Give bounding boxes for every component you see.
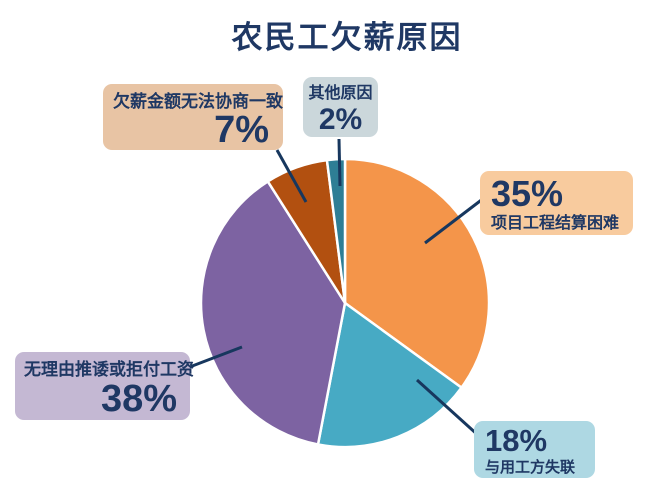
callout-percentage: 35% bbox=[491, 173, 564, 214]
callout-label: 项目工程结算困难 bbox=[491, 215, 620, 232]
leader-line-38 bbox=[186, 345, 243, 370]
leader-line-18 bbox=[415, 378, 481, 438]
callout-wage-amount-negotiation: 欠薪金额无法协商一致 7% bbox=[103, 84, 283, 150]
pie-slice-18 bbox=[316, 301, 463, 449]
callout-label: 其他原因 bbox=[308, 85, 373, 102]
callout-lost-contact-with-employer: 18% 与用工方失联 bbox=[474, 421, 595, 478]
leader-lines-group bbox=[186, 138, 485, 438]
callout-other-reasons: 其他原因 2% bbox=[303, 77, 378, 137]
pie-slice-35 bbox=[343, 157, 491, 389]
pie-slices-group bbox=[199, 157, 491, 449]
callout-percentage: 38% bbox=[100, 378, 177, 420]
callout-percentage: 2% bbox=[318, 103, 363, 136]
leader-line-7 bbox=[275, 149, 308, 203]
callout-percentage: 18% bbox=[485, 423, 548, 458]
callout-label: 欠薪金额无法协商一致 bbox=[113, 92, 283, 111]
leader-line-2 bbox=[337, 138, 342, 187]
callout-label: 与用工方失联 bbox=[485, 459, 576, 476]
callout-refusal-to-pay-wages: 无理由推诿或拒付工资 38% bbox=[15, 352, 194, 420]
callout-label: 无理由推诿或拒付工资 bbox=[24, 360, 194, 379]
chart-title: 农民工欠薪原因 bbox=[231, 20, 463, 55]
callout-percentage: 7% bbox=[214, 109, 269, 151]
leader-line-35 bbox=[424, 196, 485, 245]
callout-project-settlement-difficulty: 35% 项目工程结算困难 bbox=[480, 171, 633, 235]
pie-slice-2 bbox=[325, 157, 347, 305]
